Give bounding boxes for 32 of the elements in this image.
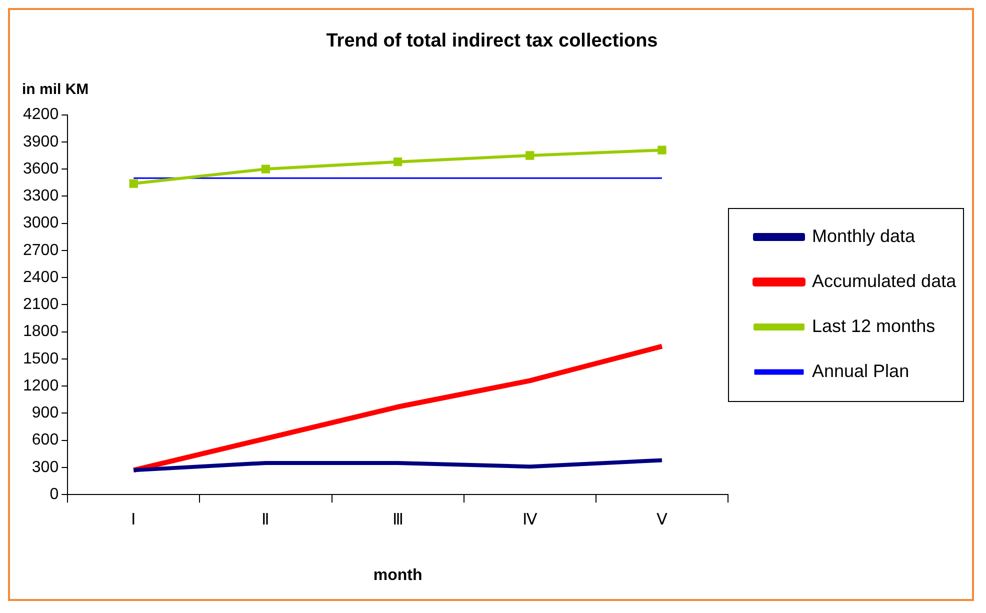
y-tick-label: 900 xyxy=(32,404,59,422)
y-tick-label: 3600 xyxy=(23,160,59,178)
x-tick-label: Ⅴ xyxy=(656,512,668,529)
y-tick-label: 2100 xyxy=(23,296,59,314)
x-tick-label: Ⅰ xyxy=(131,512,136,529)
point xyxy=(393,157,402,166)
y-tick-label: 3000 xyxy=(23,214,59,232)
y-tick-label: 1800 xyxy=(23,323,59,340)
y-tick-label: 2400 xyxy=(23,268,59,286)
point xyxy=(526,151,534,160)
chart-title: Trend of total indirect tax collections xyxy=(326,30,658,52)
x-tick-label: Ⅱ xyxy=(262,512,270,529)
legend-label: Last 12 months xyxy=(812,316,936,336)
x-axis-title: month xyxy=(373,566,422,584)
y-axis-title: in mil KM xyxy=(22,81,89,98)
x-tick-label: Ⅳ xyxy=(522,512,538,529)
x-tick-label: Ⅲ xyxy=(392,512,404,529)
legend-label: Accumulated data xyxy=(812,270,958,291)
y-tick-label: 1200 xyxy=(23,377,59,394)
y-tick-label: 0 xyxy=(50,486,59,504)
y-tick-label: 3300 xyxy=(23,188,59,205)
y-tick-label: 1500 xyxy=(23,350,59,368)
y-tick-label: 600 xyxy=(32,432,59,449)
y-tick-label: 2700 xyxy=(23,242,59,259)
point xyxy=(129,179,138,188)
y-tick-label: 4200 xyxy=(23,106,59,124)
legend-label: Annual Plan xyxy=(812,360,910,381)
y-tick-label: 300 xyxy=(32,458,59,476)
y-tick-label: 3900 xyxy=(23,133,59,150)
point xyxy=(658,146,666,154)
point xyxy=(261,164,270,174)
legend-label: Monthly data xyxy=(812,226,916,246)
